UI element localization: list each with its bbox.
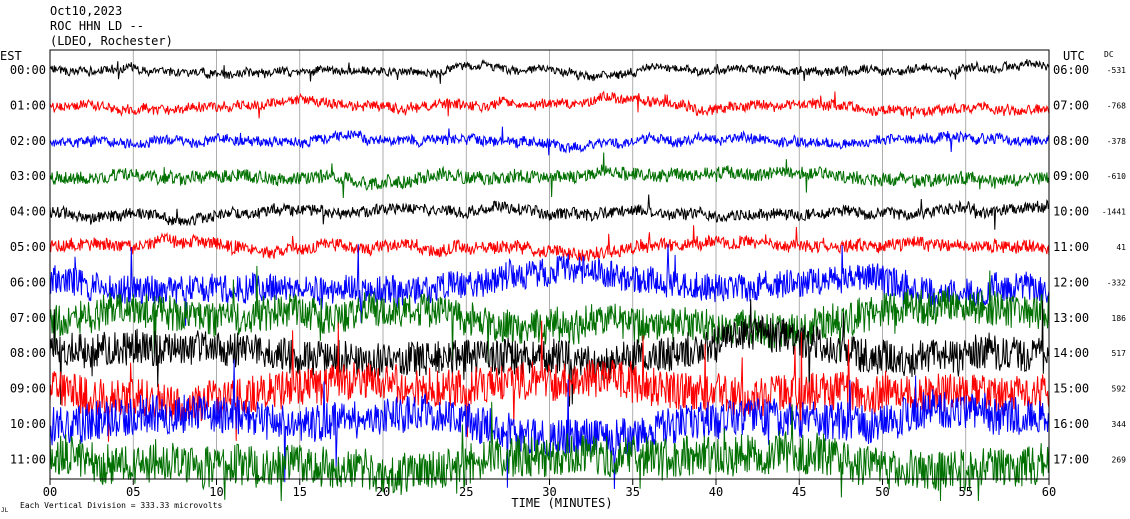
x-tick-label-10: 10 bbox=[209, 485, 223, 499]
utc-label: 16:00 bbox=[1053, 417, 1089, 431]
trace-0200 bbox=[49, 126, 1050, 156]
dc-value: -1441 bbox=[1102, 208, 1126, 217]
dc-value: -768 bbox=[1107, 101, 1126, 110]
trace-0100 bbox=[49, 90, 1050, 119]
est-label: 02:00 bbox=[10, 134, 46, 148]
utc-label: 11:00 bbox=[1053, 240, 1089, 254]
est-label: 06:00 bbox=[10, 275, 46, 289]
utc-label: 10:00 bbox=[1053, 205, 1089, 219]
utc-label: 17:00 bbox=[1053, 452, 1089, 466]
utc-label: 06:00 bbox=[1053, 63, 1089, 77]
footer-mark: JL bbox=[1, 507, 9, 514]
utc-label: 15:00 bbox=[1053, 382, 1089, 396]
est-label: 04:00 bbox=[10, 205, 46, 219]
trace-0700 bbox=[49, 265, 1050, 365]
dc-value: 41 bbox=[1116, 243, 1126, 252]
est-label: 00:00 bbox=[10, 63, 46, 77]
time-gridlines bbox=[49, 50, 1050, 485]
header-network: (LDEO, Rochester) bbox=[50, 34, 173, 48]
est-label: 08:00 bbox=[10, 346, 46, 360]
utc-label: 12:00 bbox=[1053, 275, 1089, 289]
x-tick-label-55: 55 bbox=[959, 485, 973, 499]
dc-value: -531 bbox=[1107, 66, 1126, 75]
dc-value: 592 bbox=[1112, 385, 1127, 394]
utc-label: 09:00 bbox=[1053, 169, 1089, 183]
dc-value: -378 bbox=[1107, 137, 1126, 146]
trace-0600 bbox=[49, 243, 1050, 326]
utc-axis-title: UTC bbox=[1063, 49, 1085, 63]
dc-value: -610 bbox=[1107, 172, 1126, 181]
dc-value: 517 bbox=[1112, 349, 1127, 358]
scale-note: Each Vertical Division = 333.33 microvol… bbox=[20, 501, 222, 510]
est-label: 10:00 bbox=[10, 417, 46, 431]
est-label: 05:00 bbox=[10, 240, 46, 254]
x-tick-label-45: 45 bbox=[792, 485, 806, 499]
utc-label: 14:00 bbox=[1053, 346, 1089, 360]
utc-label: 08:00 bbox=[1053, 134, 1089, 148]
x-tick-label-50: 50 bbox=[875, 485, 889, 499]
dc-value: 186 bbox=[1112, 314, 1127, 323]
dc-value: 344 bbox=[1112, 420, 1127, 429]
est-label: 01:00 bbox=[10, 98, 46, 112]
utc-label: 13:00 bbox=[1053, 311, 1089, 325]
dc-title: DC bbox=[1104, 50, 1114, 59]
x-tick-label-40: 40 bbox=[709, 485, 723, 499]
dc-value: -332 bbox=[1107, 278, 1126, 287]
header-station: ROC HHN LD -- bbox=[50, 19, 144, 33]
est-label: 03:00 bbox=[10, 169, 46, 183]
trace-0400 bbox=[49, 194, 1050, 230]
utc-label: 07:00 bbox=[1053, 98, 1089, 112]
x-tick-label-60: 60 bbox=[1042, 485, 1056, 499]
est-label: 07:00 bbox=[10, 311, 46, 325]
trace-0300 bbox=[49, 152, 1050, 199]
dc-value: 269 bbox=[1112, 455, 1127, 464]
est-label: 11:00 bbox=[10, 452, 46, 466]
x-tick-label-35: 35 bbox=[626, 485, 640, 499]
x-tick-label-05: 05 bbox=[126, 485, 140, 499]
x-tick-label-30: 30 bbox=[542, 485, 556, 499]
x-tick-label-15: 15 bbox=[293, 485, 307, 499]
trace-0800 bbox=[49, 299, 1050, 407]
x-axis-label: TIME (MINUTES) bbox=[511, 496, 612, 510]
trace-0500 bbox=[49, 225, 1050, 263]
trace-1100 bbox=[49, 401, 1050, 502]
x-tick-label-25: 25 bbox=[459, 485, 473, 499]
trace-0000 bbox=[49, 59, 1050, 84]
est-label: 09:00 bbox=[10, 382, 46, 396]
seismic-traces bbox=[49, 59, 1050, 502]
x-tick-label-20: 20 bbox=[376, 485, 390, 499]
header-date: Oct10,2023 bbox=[50, 4, 123, 18]
x-tick-label-00: 00 bbox=[43, 485, 57, 499]
est-axis-title: EST bbox=[0, 49, 22, 63]
plot-frame bbox=[49, 49, 1050, 480]
